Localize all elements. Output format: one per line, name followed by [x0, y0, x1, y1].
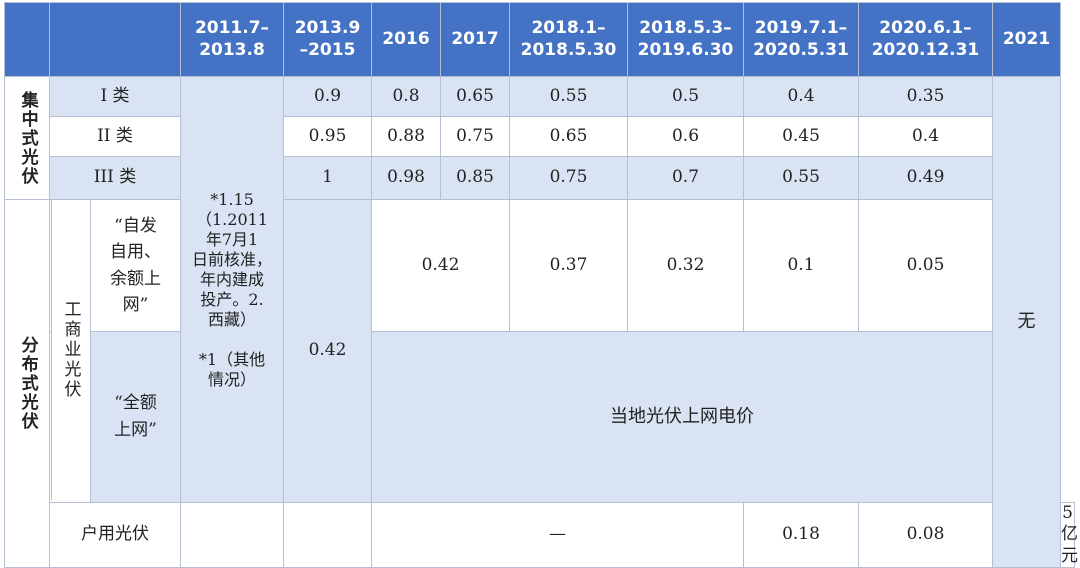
header-2018b: 2018.5.3– 2019.6.30 — [627, 2, 744, 77]
table-cell: 0.65 — [509, 116, 628, 157]
header-2013-2015: 2013.9 –2015 — [283, 2, 372, 77]
header-2017: 2017 — [440, 2, 510, 77]
table-cell: 0.88 — [371, 116, 441, 157]
value-self-use-2016-2017: 0.42 — [371, 199, 510, 332]
table-cell: 0.85 — [440, 156, 510, 200]
value-self-use-2018b: 0.32 — [627, 199, 744, 332]
value-2013-2015-distributed: 0.42 — [283, 199, 372, 503]
table-cell: 1 — [283, 156, 372, 200]
table-row: II 类 0.95 0.88 0.75 0.65 0.6 0.45 0.4 — [5, 116, 1075, 157]
row-label-class-3: III 类 — [49, 156, 181, 200]
table-cell: 0.6 — [627, 116, 744, 157]
table-cell: 0.65 — [440, 76, 510, 117]
commercial-label-top — [50, 200, 91, 331]
table-cell: 0.75 — [440, 116, 510, 157]
value-full-grid: 当地光伏上网电价 — [371, 331, 993, 503]
header-corner-1 — [4, 2, 50, 77]
full-grid-label: “全额 上网” — [91, 332, 180, 502]
table-cell: 0.9 — [283, 76, 372, 117]
table-cell: 0.55 — [509, 76, 628, 117]
header-corner-2 — [49, 2, 181, 77]
value-household-dash: — — [371, 502, 744, 568]
centralized-label: 集中式光伏 — [4, 76, 50, 200]
table-row: III 类 1 0.98 0.85 0.75 0.7 0.55 0.49 — [5, 156, 1075, 200]
header-2019: 2019.7.1– 2020.5.31 — [743, 2, 859, 77]
table-cell-empty — [180, 502, 284, 568]
table-cell: 0.75 — [509, 156, 628, 200]
commercial-label-text: 工商业光伏 — [60, 300, 81, 400]
table-row: “全额 上网” 当地光伏上网电价 — [5, 331, 1075, 503]
header-2021: 2021 — [992, 2, 1061, 77]
value-household-2019: 0.18 — [743, 502, 859, 568]
header-2011-2013: 2011.7– 2013.8 — [180, 2, 284, 77]
row-label-class-2: II 类 — [49, 116, 181, 157]
row-label-household: 户用光伏 — [49, 502, 181, 568]
subsidy-table: 2011.7– 2013.8 2013.9 –2015 2016 2017 2018… — [4, 2, 1078, 568]
table-cell: 0.98 — [371, 156, 441, 200]
table-row: 集中式光伏 I 类 *1.15 （1.2011 年7月1 日前核准， 年内建成 … — [4, 76, 1075, 568]
header-2018a: 2018.1– 2018.5.30 — [509, 2, 628, 77]
table-cell-empty — [283, 502, 372, 568]
self-use-label: “自发 自用、 余额上 网” — [110, 215, 161, 315]
commercial-label: 工商业光伏 — [51, 200, 90, 500]
note-2011-2013: *1.15 （1.2011 年7月1 日前核准， 年内建成 投产。2. 西藏） … — [180, 76, 284, 503]
value-self-use-2019: 0.1 — [743, 199, 859, 332]
table-row: 户用光伏 — 0.18 0.08 5亿元 — [5, 502, 1078, 568]
value-self-use-2020: 0.05 — [858, 199, 993, 332]
table-cell: 0.35 — [858, 76, 993, 117]
table-cell: 0.5 — [627, 76, 744, 117]
row-label-class-1: I 类 — [49, 76, 181, 117]
table-cell: 0.4 — [743, 76, 859, 117]
header-row: 2011.7– 2013.8 2013.9 –2015 2016 2017 2018… — [4, 2, 1075, 77]
table-cell: 0.95 — [283, 116, 372, 157]
table-cell: 0.8 — [371, 76, 441, 117]
table-row: 分布式光伏 “自发 自用、 余额上 网” 0.42 0.42 0.37 0.32 0.… — [4, 199, 1075, 568]
value-self-use-2018a: 0.37 — [509, 199, 628, 332]
value-2021-none: 无 — [992, 76, 1061, 568]
table-cell: 0.4 — [858, 116, 993, 157]
value-household-2021: 5亿元 — [1060, 502, 1078, 568]
table-cell: 0.49 — [858, 156, 993, 200]
distributed-label: 分布式光伏 — [4, 199, 50, 568]
value-household-2020: 0.08 — [858, 502, 993, 568]
table-cell: 0.7 — [627, 156, 744, 200]
header-2020: 2020.6.1– 2020.12.31 — [858, 2, 993, 77]
table-cell: 0.45 — [743, 116, 859, 157]
table-cell: 0.55 — [743, 156, 859, 200]
header-2016: 2016 — [371, 2, 441, 77]
